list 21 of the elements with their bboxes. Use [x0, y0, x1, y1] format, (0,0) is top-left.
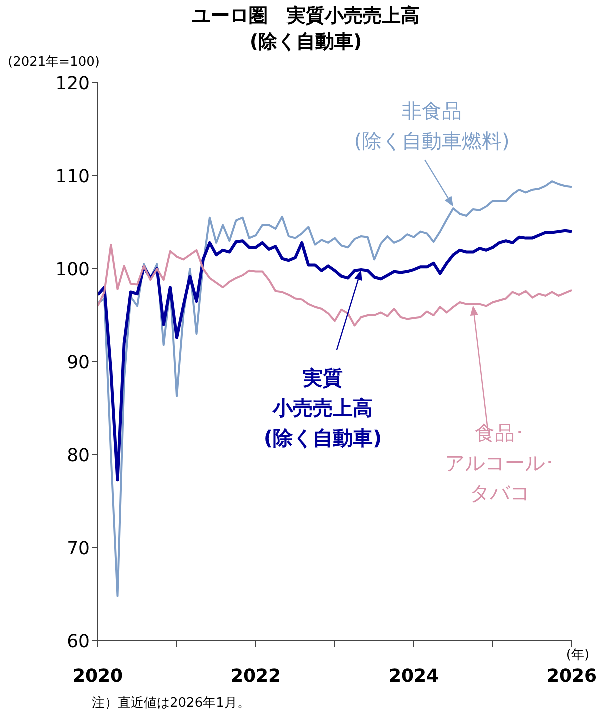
y-tick-label: 60 [67, 631, 90, 652]
chart-title: ユーロ圏 実質小売売上高 (除く自動車) [192, 5, 420, 53]
x-tick-label: 2026 [546, 666, 598, 687]
y-tick-label: 110 [56, 166, 90, 188]
line-series [98, 229, 572, 482]
x-tick-label: 2022 [230, 666, 282, 687]
line-series [98, 244, 572, 327]
series-label: 非食品(除く自動車燃料) [354, 99, 510, 153]
x-tick-label: 2020 [72, 666, 124, 687]
y-tick-label: 100 [56, 259, 90, 280]
y-axis-title: (2021年=100) [8, 55, 100, 70]
y-tick-label: 80 [67, 445, 90, 466]
x-tick-label: 2024 [388, 666, 440, 687]
text: 実質小売売上高(除く自動車) [264, 366, 382, 450]
x-axis-title: (年) [566, 648, 590, 663]
line-series [98, 180, 572, 598]
y-tick-label: 70 [67, 538, 90, 560]
y-tick-label: 120 [56, 73, 90, 94]
text: 食品･アルコール･タバコ [445, 421, 555, 505]
text: 注）直近値は2026年1月。 [92, 696, 250, 711]
y-tick-label: 90 [67, 352, 90, 374]
